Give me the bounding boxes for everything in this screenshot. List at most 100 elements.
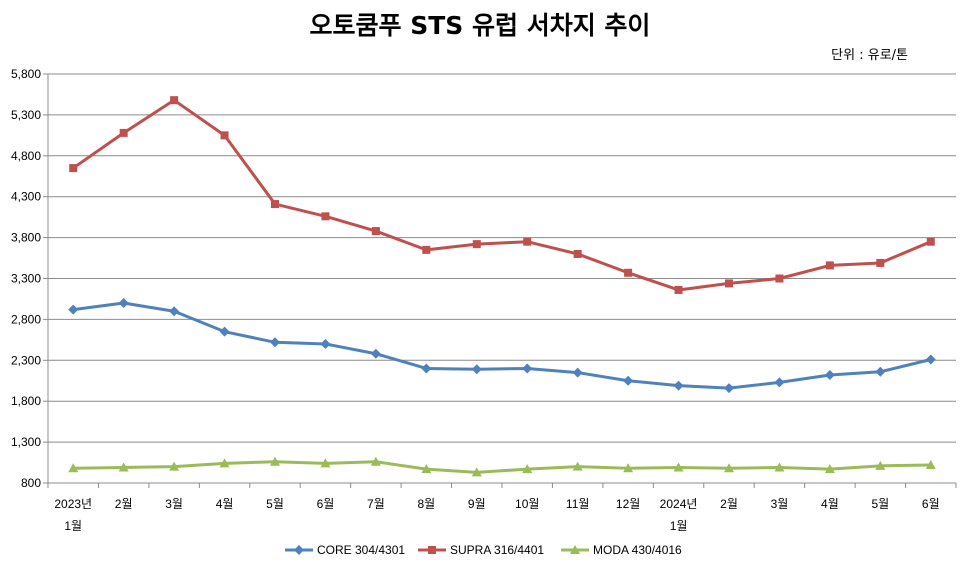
legend-label: CORE 304/4301 — [317, 543, 405, 557]
data-point — [925, 354, 936, 365]
data-point — [220, 131, 229, 140]
data-point — [674, 285, 683, 294]
data-point — [68, 463, 79, 473]
x-tick-label: 2023년 — [54, 497, 92, 511]
data-point — [219, 326, 230, 337]
legend: CORE 304/4301 SUPRA 316/4401 MODA 430/4016 — [285, 543, 682, 557]
data-point — [774, 462, 785, 472]
data-point — [118, 298, 129, 309]
legend-swatch-marker — [570, 545, 580, 554]
x-tick-label: 5월 — [266, 497, 284, 511]
data-point — [775, 274, 784, 283]
data-point — [169, 461, 180, 471]
legend-label: MODA 430/4016 — [593, 543, 682, 557]
x-tick-label: 4월 — [821, 497, 839, 511]
data-point — [623, 375, 634, 386]
x-tick-label: 3월 — [771, 497, 789, 511]
gridlines — [43, 73, 956, 484]
data-point — [624, 268, 633, 277]
data-point — [875, 460, 886, 470]
y-tick-label: 3,800 — [11, 231, 41, 245]
y-tick-label: 800 — [21, 476, 41, 490]
x-tick-label: 9월 — [468, 497, 486, 511]
data-point — [471, 364, 482, 375]
data-point — [875, 366, 886, 377]
y-tick-label: 1,800 — [11, 394, 41, 408]
chart-title: 오토쿰푸 STS 유럽 서차지 추이 — [309, 11, 651, 40]
y-tick-label: 1,300 — [11, 435, 41, 449]
data-point — [471, 467, 482, 477]
data-point — [118, 462, 129, 472]
data-point — [774, 377, 785, 388]
data-point — [321, 212, 330, 221]
x-tick-label: 1월 — [64, 519, 82, 533]
legend-item: MODA 430/4016 — [561, 543, 682, 557]
y-tick-label: 2,300 — [11, 353, 41, 367]
unit-note: 단위 : 유로/톤 — [831, 48, 908, 63]
data-point — [724, 463, 734, 473]
x-tick-label: 6월 — [317, 497, 335, 511]
legend-swatch-marker — [294, 545, 304, 555]
legend-swatch-marker — [428, 546, 436, 554]
data-point — [320, 458, 331, 468]
legend-label: SUPRA 316/4401 — [450, 543, 544, 557]
data-point — [926, 237, 935, 246]
data-point — [422, 245, 431, 254]
data-point — [170, 96, 179, 105]
x-tick-label: 4월 — [216, 497, 234, 511]
series-group — [68, 96, 936, 477]
data-point — [421, 464, 432, 474]
y-tick-labels: 800 1,300 1,800 2,300 2,800 3,300 3,800 4,300 4,… — [11, 67, 41, 490]
y-tick-label: 5,300 — [11, 108, 41, 122]
data-point — [673, 380, 684, 391]
data-point — [169, 306, 180, 317]
data-point — [69, 164, 78, 173]
data-point — [421, 363, 432, 374]
data-point — [523, 237, 532, 246]
y-tick-label: 5,800 — [11, 67, 41, 81]
data-point — [876, 258, 885, 267]
data-point — [522, 464, 533, 474]
data-point — [572, 367, 583, 378]
data-point — [472, 240, 481, 249]
axes — [47, 74, 957, 488]
x-tick-label: 2월 — [720, 497, 738, 511]
x-tick-label: 6월 — [922, 497, 940, 511]
data-point — [925, 460, 936, 470]
x-tick-label: 12월 — [616, 497, 640, 511]
data-point — [320, 338, 331, 349]
y-tick-label: 3,300 — [11, 272, 41, 286]
series-line — [73, 301, 932, 390]
x-tick-labels: 2023년 1월 2월 3월 4월 5월 6월 7월 8월 9월 10월 11월 12월 2024년 1월 2… — [54, 497, 939, 533]
data-point — [572, 461, 583, 471]
legend-item: CORE 304/4301 — [285, 543, 405, 557]
y-tick-label: 2,800 — [11, 312, 41, 326]
series-line — [72, 98, 932, 292]
x-tick-label: 10월 — [515, 497, 539, 511]
series-line — [73, 460, 931, 474]
data-point — [522, 363, 533, 374]
data-point — [371, 227, 380, 236]
x-tick-label: 11월 — [566, 497, 590, 511]
x-tick-label: 3월 — [165, 497, 183, 511]
data-point — [824, 464, 835, 474]
x-tick-label: 7월 — [367, 497, 385, 511]
data-point — [270, 337, 280, 348]
data-point — [824, 370, 835, 381]
data-point — [370, 348, 381, 359]
y-tick-label: 4,800 — [11, 149, 41, 163]
x-tick-label: 1월 — [670, 519, 688, 533]
data-point — [270, 456, 280, 466]
data-point — [623, 463, 634, 473]
x-tick-label: 2월 — [115, 497, 133, 511]
x-tick-label: 8월 — [417, 497, 435, 511]
data-point — [825, 261, 834, 270]
series-moda — [68, 456, 936, 477]
data-point — [724, 383, 734, 394]
legend-item: SUPRA 316/4401 — [418, 543, 544, 557]
x-tick-label: 2024년 — [660, 497, 698, 511]
data-point — [725, 279, 733, 288]
data-point — [119, 128, 128, 137]
series-core — [68, 298, 936, 394]
